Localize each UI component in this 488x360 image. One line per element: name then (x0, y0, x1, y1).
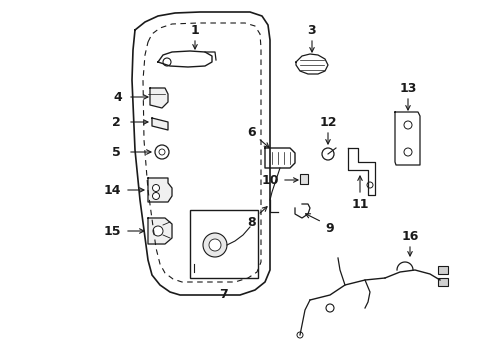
Text: 14: 14 (103, 184, 121, 197)
Circle shape (163, 58, 171, 66)
Circle shape (152, 185, 159, 192)
Polygon shape (148, 178, 172, 202)
Circle shape (325, 304, 333, 312)
Text: 13: 13 (399, 81, 416, 95)
Circle shape (155, 145, 169, 159)
Text: 7: 7 (219, 288, 228, 302)
Text: 8: 8 (247, 216, 256, 229)
Polygon shape (150, 88, 168, 108)
Circle shape (159, 149, 164, 155)
Text: 1: 1 (190, 23, 199, 36)
Circle shape (321, 148, 333, 160)
Bar (190, 210, 258, 278)
Circle shape (203, 233, 226, 257)
Text: 10: 10 (261, 174, 278, 186)
Text: 15: 15 (103, 225, 121, 238)
Text: 5: 5 (111, 145, 120, 158)
Text: 16: 16 (401, 230, 418, 243)
Text: 11: 11 (350, 198, 368, 211)
Circle shape (208, 239, 221, 251)
Circle shape (153, 226, 163, 236)
Polygon shape (148, 218, 172, 244)
Bar (437, 278, 447, 286)
Text: 12: 12 (319, 116, 336, 129)
Circle shape (152, 193, 159, 199)
Polygon shape (152, 118, 168, 130)
Text: 2: 2 (111, 116, 120, 129)
Circle shape (366, 182, 372, 188)
Text: 9: 9 (325, 221, 334, 234)
Bar (437, 266, 447, 274)
Text: 6: 6 (247, 126, 256, 139)
Text: 3: 3 (307, 23, 316, 36)
Circle shape (403, 121, 411, 129)
Circle shape (403, 148, 411, 156)
Bar (299, 174, 307, 184)
Text: 4: 4 (113, 90, 122, 104)
Circle shape (296, 332, 303, 338)
